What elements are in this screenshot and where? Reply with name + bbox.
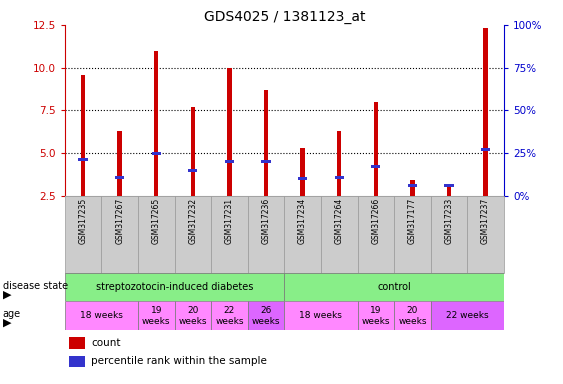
Bar bbox=[481, 148, 490, 151]
Bar bbox=[225, 160, 234, 163]
Text: GSM317232: GSM317232 bbox=[189, 198, 197, 244]
Text: 20
weeks: 20 weeks bbox=[398, 306, 427, 326]
Bar bbox=[175, 196, 211, 273]
Text: GSM317236: GSM317236 bbox=[262, 198, 270, 244]
Bar bbox=[69, 338, 84, 349]
Text: 19
weeks: 19 weeks bbox=[142, 306, 171, 326]
Text: GSM317235: GSM317235 bbox=[79, 198, 87, 244]
Text: control: control bbox=[377, 282, 411, 292]
Text: 20
weeks: 20 weeks bbox=[178, 306, 207, 326]
Bar bbox=[211, 196, 248, 273]
Bar bbox=[374, 102, 378, 196]
Text: GSM317267: GSM317267 bbox=[115, 198, 124, 244]
Bar bbox=[264, 90, 268, 196]
Bar bbox=[138, 196, 175, 273]
Bar bbox=[248, 196, 284, 273]
Text: ▶: ▶ bbox=[3, 289, 11, 299]
Bar bbox=[78, 159, 88, 162]
Bar bbox=[191, 107, 195, 196]
Bar bbox=[154, 51, 158, 196]
Bar bbox=[467, 196, 504, 273]
Bar bbox=[188, 169, 198, 172]
Bar bbox=[447, 187, 451, 196]
Bar bbox=[358, 301, 394, 330]
Bar bbox=[261, 160, 271, 163]
Bar bbox=[321, 196, 358, 273]
Bar bbox=[371, 165, 381, 168]
Text: 18 weeks: 18 weeks bbox=[80, 311, 123, 320]
Bar bbox=[227, 68, 231, 196]
Text: GSM317237: GSM317237 bbox=[481, 198, 490, 244]
Bar bbox=[284, 273, 504, 301]
Bar bbox=[337, 131, 341, 196]
Bar bbox=[484, 28, 488, 196]
Bar bbox=[69, 356, 84, 367]
Bar bbox=[394, 196, 431, 273]
Text: GSM317266: GSM317266 bbox=[372, 198, 380, 244]
Text: 22
weeks: 22 weeks bbox=[215, 306, 244, 326]
Text: disease state: disease state bbox=[3, 281, 68, 291]
Bar bbox=[115, 175, 124, 179]
Text: 26
weeks: 26 weeks bbox=[252, 306, 280, 326]
Text: GSM317265: GSM317265 bbox=[152, 198, 160, 244]
Bar bbox=[334, 175, 344, 179]
Bar bbox=[101, 196, 138, 273]
Text: GSM317264: GSM317264 bbox=[335, 198, 343, 244]
Text: age: age bbox=[3, 310, 21, 319]
Bar bbox=[138, 301, 175, 330]
Text: count: count bbox=[91, 338, 120, 348]
Title: GDS4025 / 1381123_at: GDS4025 / 1381123_at bbox=[204, 10, 365, 24]
Bar bbox=[298, 177, 307, 180]
Bar bbox=[444, 184, 454, 187]
Bar bbox=[151, 152, 161, 155]
Text: 19
weeks: 19 weeks bbox=[361, 306, 390, 326]
Bar bbox=[81, 74, 85, 196]
Bar bbox=[175, 301, 211, 330]
Bar bbox=[118, 131, 122, 196]
Text: GSM317177: GSM317177 bbox=[408, 198, 417, 244]
Bar bbox=[284, 301, 358, 330]
Bar bbox=[284, 196, 321, 273]
Text: 18 weeks: 18 weeks bbox=[300, 311, 342, 320]
Text: 22 weeks: 22 weeks bbox=[446, 311, 489, 320]
Bar bbox=[65, 301, 138, 330]
Text: GSM317233: GSM317233 bbox=[445, 198, 453, 244]
Bar bbox=[410, 180, 414, 196]
Text: streptozotocin-induced diabetes: streptozotocin-induced diabetes bbox=[96, 282, 253, 292]
Bar bbox=[394, 301, 431, 330]
Bar bbox=[408, 184, 417, 187]
Bar bbox=[431, 196, 467, 273]
Bar bbox=[248, 301, 284, 330]
Bar bbox=[358, 196, 394, 273]
Bar bbox=[431, 301, 504, 330]
Bar bbox=[301, 148, 305, 196]
Text: GSM317234: GSM317234 bbox=[298, 198, 307, 244]
Bar bbox=[65, 196, 101, 273]
Text: percentile rank within the sample: percentile rank within the sample bbox=[91, 356, 267, 366]
Text: GSM317231: GSM317231 bbox=[225, 198, 234, 244]
Text: ▶: ▶ bbox=[3, 318, 11, 328]
Bar bbox=[65, 273, 284, 301]
Bar bbox=[211, 301, 248, 330]
